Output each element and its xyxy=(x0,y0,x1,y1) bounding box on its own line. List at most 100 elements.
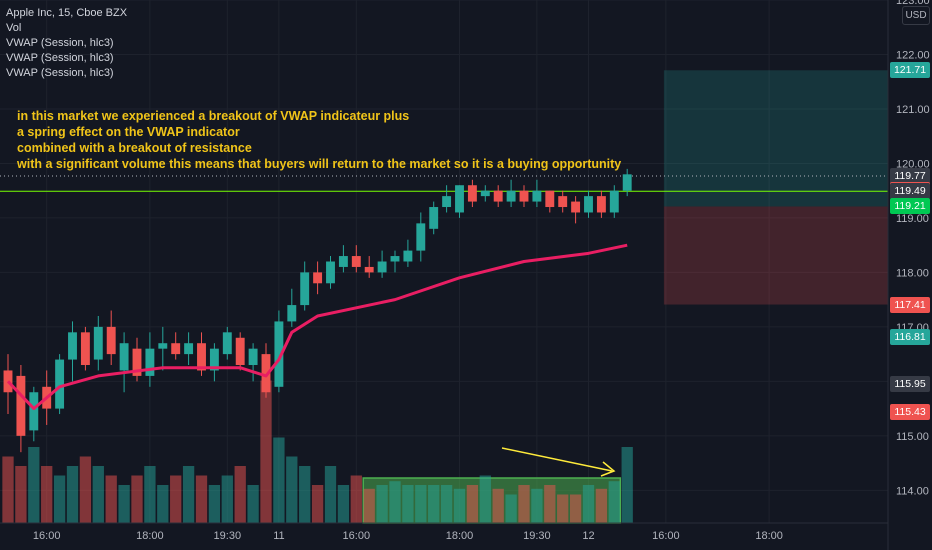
candle-body xyxy=(622,174,632,191)
candle-body xyxy=(55,359,65,409)
candle-body xyxy=(429,207,439,229)
candle-body xyxy=(235,337,245,366)
volume-bar xyxy=(273,437,285,523)
candle-body xyxy=(197,343,206,371)
candle-body xyxy=(93,326,103,360)
stop-loss-zone xyxy=(663,206,888,305)
candle-body xyxy=(545,190,555,208)
volume-bar xyxy=(66,466,79,523)
vwap-line xyxy=(6,243,628,411)
candle-body xyxy=(326,261,335,284)
time-tick-label: 18:00 xyxy=(446,530,474,542)
candle-body xyxy=(571,201,581,213)
price-tag: 117.41 xyxy=(890,296,930,313)
candle-body xyxy=(171,343,181,355)
candle-body xyxy=(313,272,323,284)
time-tick-label: 16:00 xyxy=(652,530,680,542)
candle-body xyxy=(68,332,77,360)
volume-bar xyxy=(544,485,556,523)
volume-bar xyxy=(350,475,362,523)
volume-bar xyxy=(182,466,195,523)
candle-body xyxy=(132,348,142,376)
candle-body xyxy=(416,223,426,251)
time-tick-label: 18:00 xyxy=(136,530,164,542)
candle-body xyxy=(338,256,348,267)
candle-body xyxy=(609,190,619,213)
time-tick-label: 18:00 xyxy=(755,530,783,542)
volume-bar xyxy=(479,475,491,523)
price-tick-label: 123.00 xyxy=(896,0,930,7)
volume-bar xyxy=(428,485,440,523)
vwap-indicator-label-1[interactable]: VWAP (Session, hlc3) xyxy=(6,37,114,49)
candle-body xyxy=(467,185,477,202)
price-tag: 119.21 xyxy=(890,198,930,215)
symbol-label[interactable]: Apple Inc, 15, Cboe BZX xyxy=(6,7,128,19)
price-tick-label: 114.00 xyxy=(896,485,929,497)
volume-bar xyxy=(221,475,233,523)
time-tick-label: 19:30 xyxy=(523,530,551,542)
candle-body xyxy=(145,348,155,376)
volume-bar xyxy=(415,485,427,523)
annotation-line-3: combined with a breakout of resistance xyxy=(17,141,252,155)
volume-bar xyxy=(557,494,569,523)
volume-arrow xyxy=(501,447,613,472)
volume-bar xyxy=(2,456,14,523)
price-tick-label: 119.00 xyxy=(896,213,929,225)
price-tick-label: 115.00 xyxy=(896,431,929,443)
candle-body xyxy=(584,196,593,213)
candle-body xyxy=(274,321,284,387)
vwap-indicator-label-2[interactable]: VWAP (Session, hlc3) xyxy=(6,52,114,64)
price-tag: 121.71 xyxy=(890,62,930,79)
volume-bar xyxy=(531,488,543,523)
trade-annotation: in this market we experienced a breakout… xyxy=(17,108,621,172)
volume-bar xyxy=(466,485,479,523)
candle-body xyxy=(106,326,116,355)
volume-bar xyxy=(389,481,401,523)
candle-body xyxy=(442,196,452,208)
volume-highlight-box xyxy=(362,477,622,524)
volume-bar xyxy=(79,456,92,523)
candle-body xyxy=(403,250,413,262)
candle-body xyxy=(351,256,361,267)
vwap-indicator-label-3[interactable]: VWAP (Session, hlc3) xyxy=(6,67,114,79)
candle-body xyxy=(248,348,258,366)
volume-bar xyxy=(53,475,66,523)
volume-bar xyxy=(608,481,620,523)
time-tick-label: 12 xyxy=(582,530,594,542)
candle-body xyxy=(558,196,568,208)
volume-bar xyxy=(402,485,414,523)
volume-bar xyxy=(170,475,182,523)
candle-body xyxy=(390,256,400,262)
volume-bar xyxy=(453,488,466,523)
volume-bar xyxy=(131,475,143,523)
volume-bar xyxy=(582,485,595,523)
volume-indicator-label[interactable]: Vol xyxy=(6,22,22,34)
volume-bar xyxy=(15,466,27,523)
candle-body xyxy=(222,332,232,355)
time-tick-label: 11 xyxy=(273,530,284,542)
volume-bar xyxy=(311,485,324,523)
candle-body xyxy=(377,261,387,273)
volume-bar xyxy=(28,447,40,523)
volume-bar xyxy=(234,466,246,523)
annotation-line-1: in this market we experienced a breakout… xyxy=(17,109,410,123)
currency-badge[interactable]: USD xyxy=(902,6,930,25)
volume-bar xyxy=(324,466,337,523)
volume-bar xyxy=(144,466,156,523)
volume-bar xyxy=(105,475,117,523)
annotation-line-4: with a significant volume this means tha… xyxy=(17,157,622,171)
price-tag: 119.77 xyxy=(890,167,930,184)
time-tick-label: 19:30 xyxy=(214,530,242,542)
volume-bar xyxy=(337,485,350,523)
candle-body xyxy=(596,196,606,213)
candle-body xyxy=(158,343,168,349)
candle-body xyxy=(455,185,464,213)
annotation-line-2: a spring effect on the VWAP indicator xyxy=(17,125,240,139)
price-tag: 115.95 xyxy=(890,376,930,393)
volume-bar xyxy=(92,466,104,523)
candle-body xyxy=(493,190,503,202)
volume-bar xyxy=(195,475,208,523)
volume-bar xyxy=(41,466,53,523)
volume-bar xyxy=(440,485,453,523)
